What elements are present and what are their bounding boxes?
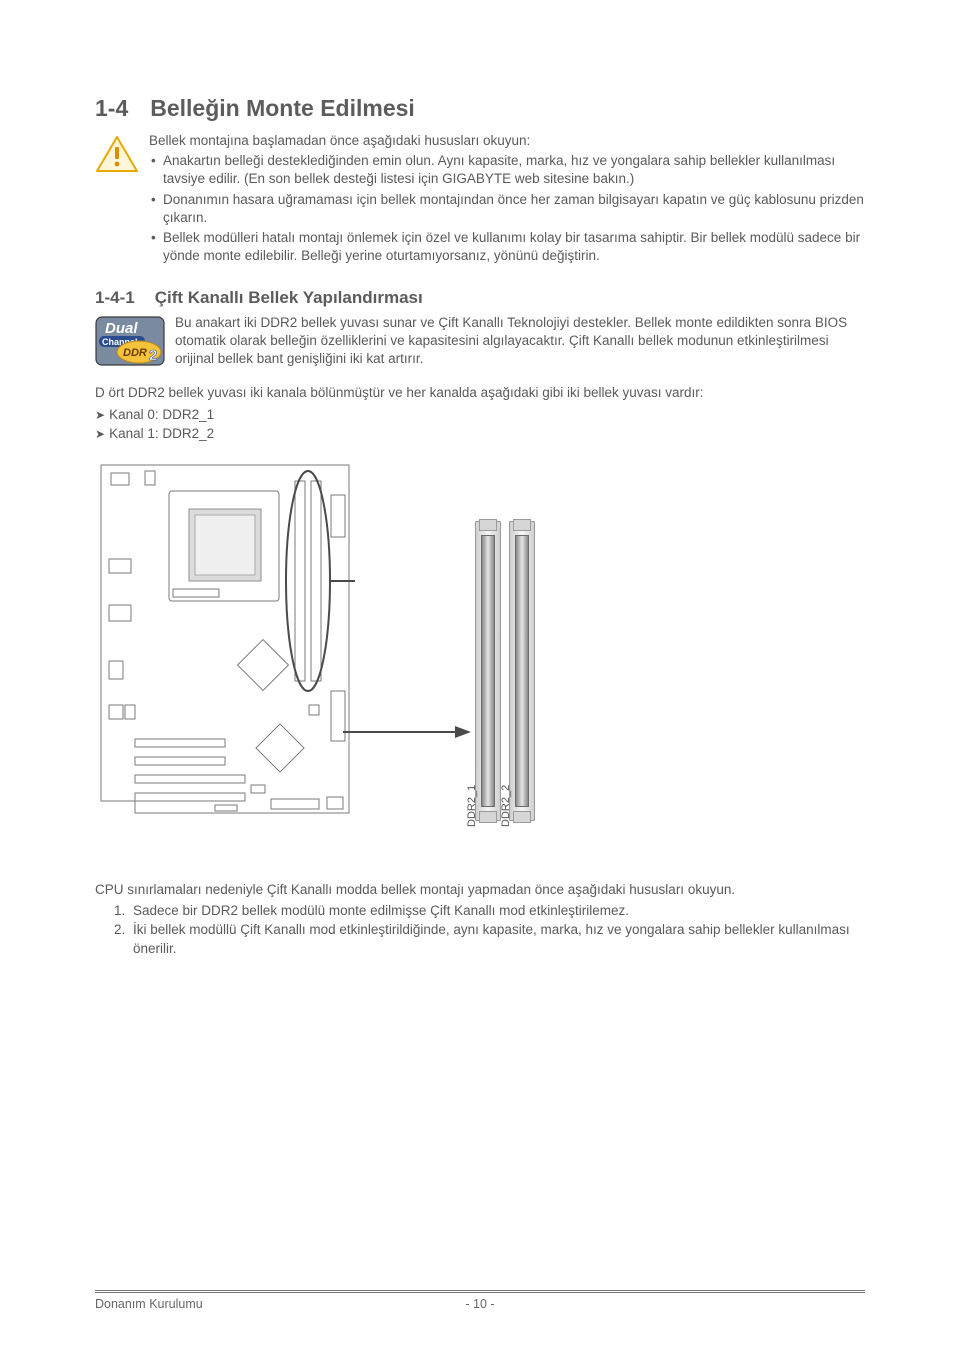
warning-item: Bellek modülleri hatalı montajı önlemek … — [149, 229, 865, 265]
motherboard-diagram: DDR2_1 DDR2_2 — [95, 461, 865, 821]
section-number: 1-4 — [95, 95, 128, 122]
cpu-note-item: İki bellek modüllü Çift Kanallı mod etki… — [129, 921, 865, 959]
warning-triangle-icon — [95, 135, 139, 173]
section-heading: 1-4 Belleğin Monte Edilmesi — [95, 95, 865, 122]
channels-list: ➤ Kanal 0: DDR2_1 ➤ Kanal 1: DDR2_2 — [95, 406, 865, 442]
page-footer: Donanım Kurulumu - 10 - — [95, 1290, 865, 1311]
ram-module — [509, 521, 535, 821]
ram-slot-label: DDR2_1 — [466, 785, 478, 827]
dual-channel-intro: Dual Channel DDR 2 Bu anakart iki DDR2 b… — [95, 314, 865, 369]
channel-label: Kanal 1: DDR2_2 — [109, 425, 214, 443]
warning-intro: Bellek montajına başlamadan önce aşağıda… — [149, 132, 865, 150]
warning-body: Bellek montajına başlamadan önce aşağıda… — [149, 132, 865, 266]
svg-text:2: 2 — [149, 347, 157, 364]
subsection-number: 1-4-1 — [95, 288, 135, 308]
ram-slot-label: DDR2_2 — [500, 785, 512, 827]
cpu-limitations-note: CPU sınırlamaları nedeniyle Çift Kanallı… — [95, 881, 865, 959]
svg-text:DDR: DDR — [123, 347, 147, 359]
ram-detail: DDR2_1 DDR2_2 — [475, 501, 535, 821]
footer-page-number: - 10 - — [465, 1297, 494, 1311]
callout-arrow-icon — [343, 722, 473, 742]
footer-title: Donanım Kurulumu — [95, 1297, 203, 1311]
motherboard-outline-icon — [95, 461, 355, 821]
warning-item: Anakartın belleği desteklediğinden emin … — [149, 152, 865, 188]
cpu-note-list: Sadece bir DDR2 bellek modülü monte edil… — [95, 902, 865, 959]
section-title: Belleğin Monte Edilmesi — [150, 95, 415, 122]
warning-item: Donanımın hasara uğramaması için bellek … — [149, 191, 865, 227]
warning-list: Anakartın belleği desteklediğinden emin … — [149, 152, 865, 265]
channels-intro: D ört DDR2 bellek yuvası iki kanala bölü… — [95, 384, 865, 402]
dual-channel-text: Bu anakart iki DDR2 bellek yuvası sunar … — [175, 314, 865, 369]
warning-block: Bellek montajına başlamadan önce aşağıda… — [95, 132, 865, 266]
arrow-right-icon: ➤ — [95, 407, 105, 423]
channel-label: Kanal 0: DDR2_1 — [109, 406, 214, 424]
dual-channel-badge-icon: Dual Channel DDR 2 — [95, 316, 165, 366]
subsection-heading: 1-4-1 Çift Kanallı Bellek Yapılandırması — [95, 288, 865, 308]
arrow-right-icon: ➤ — [95, 426, 105, 442]
channel-row: ➤ Kanal 0: DDR2_1 — [95, 406, 865, 424]
cpu-note-intro: CPU sınırlamaları nedeniyle Çift Kanallı… — [95, 881, 865, 900]
ram-module — [475, 521, 501, 821]
svg-text:Dual: Dual — [105, 320, 138, 337]
cpu-note-item: Sadece bir DDR2 bellek modülü monte edil… — [129, 902, 865, 921]
channel-row: ➤ Kanal 1: DDR2_2 — [95, 425, 865, 443]
subsection-title: Çift Kanallı Bellek Yapılandırması — [155, 288, 423, 308]
